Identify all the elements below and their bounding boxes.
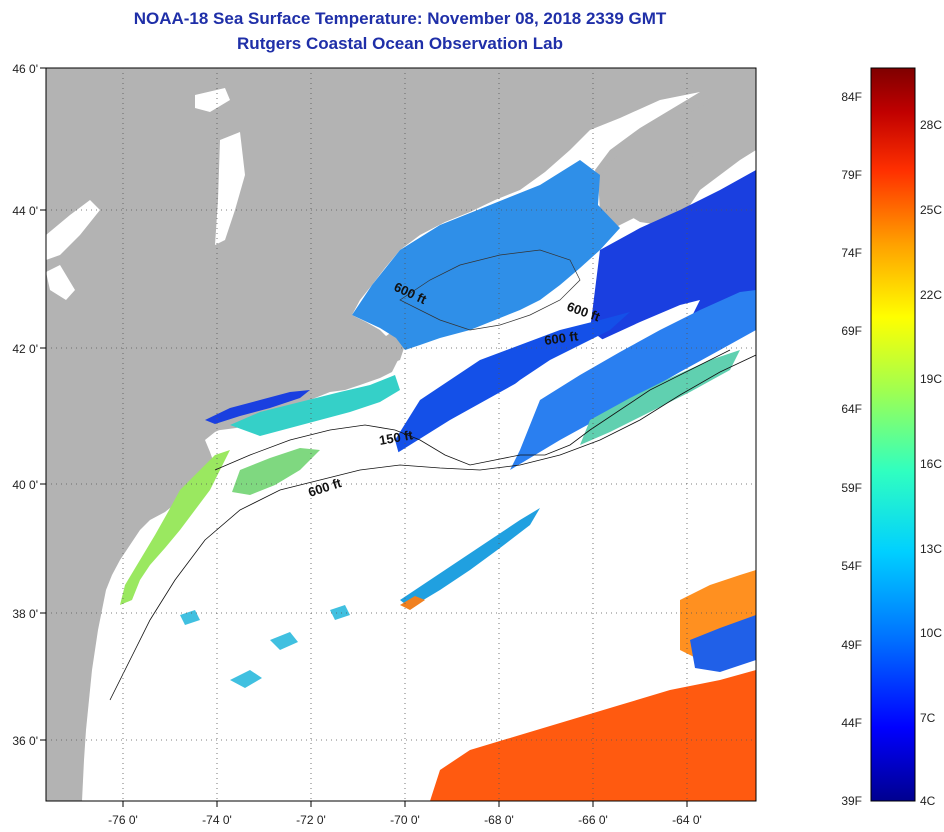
cbar-f-84: 84F <box>841 90 862 104</box>
contour-gulf-maine <box>399 249 581 331</box>
lon-label-72: -72 0' <box>296 813 326 827</box>
sst-south-orange-spot <box>400 596 425 610</box>
contour-label-600ft-georges: 600 ft <box>543 328 579 348</box>
colorbar <box>870 67 916 802</box>
sst-gulf-stream-blue <box>690 615 756 672</box>
lon-label-66: -66 0' <box>578 813 608 827</box>
lon-label-64: -64 0' <box>672 813 702 827</box>
contour-label-150ft: 150 ft <box>378 427 415 448</box>
sst-shelf-green-2 <box>232 448 320 495</box>
cbar-f-44: 44F <box>841 716 862 730</box>
sst-shelf-green <box>120 450 230 605</box>
land-nova-scotia <box>598 102 730 226</box>
cbar-f-49: 49F <box>841 638 862 652</box>
cbar-f-79: 79F <box>841 168 862 182</box>
sst-gulf-stream <box>430 670 756 801</box>
contour-150ft <box>214 349 731 471</box>
lat-label-38: 38 0' <box>12 607 38 621</box>
cbar-f-74: 74F <box>841 246 862 260</box>
cbar-c-13: 13C <box>920 542 942 556</box>
lat-label-44: 44 0' <box>12 204 38 218</box>
lon-label-76: -76 0' <box>108 813 138 827</box>
cbar-c-16: 16C <box>920 457 942 471</box>
cloud-band <box>370 300 700 475</box>
sst-gulf-of-maine <box>352 160 620 350</box>
cbar-c-28: 28C <box>920 118 942 132</box>
lon-label-70: -70 0' <box>390 813 420 827</box>
lat-label-42: 42 0' <box>12 342 38 356</box>
map-frame <box>45 67 757 802</box>
sst-small-patches <box>180 605 350 688</box>
cbar-c-7: 7C <box>920 711 936 725</box>
sst-scotian-shelf <box>590 170 756 345</box>
cbar-f-39: 39F <box>841 794 862 808</box>
sst-shelf-cyan <box>230 375 400 436</box>
lat-label-46: 46 0' <box>12 62 38 76</box>
map-title: NOAA-18 Sea Surface Temperature: Novembe… <box>133 9 667 28</box>
sst-offshore-teal <box>580 350 740 445</box>
cbar-c-22: 22C <box>920 288 942 302</box>
land-cloud-patches <box>46 88 245 300</box>
graticule <box>46 68 756 801</box>
cbar-c-19: 19C <box>920 372 942 386</box>
sst-south-streak <box>400 508 540 608</box>
sst-offshore-streaks <box>510 290 756 470</box>
map-subtitle: Rutgers Coastal Ocean Observation Lab <box>237 34 563 53</box>
sst-sound <box>205 390 310 424</box>
cbar-f-59: 59F <box>841 481 862 495</box>
lat-label-40: 40 0' <box>12 478 38 492</box>
cbar-f-69: 69F <box>841 324 862 338</box>
cbar-f-54: 54F <box>841 559 862 573</box>
axis-ticks <box>40 67 688 807</box>
cbar-c-25: 25C <box>920 203 942 217</box>
lon-label-68: -68 0' <box>484 813 514 827</box>
lon-label-74: -74 0' <box>202 813 232 827</box>
land-mainland <box>46 68 756 801</box>
cbar-c-4: 4C <box>920 794 936 808</box>
lat-label-36: 36 0' <box>12 734 38 748</box>
cbar-f-64: 64F <box>841 402 862 416</box>
cbar-c-10: 10C <box>920 626 942 640</box>
contour-600ft <box>109 354 756 701</box>
